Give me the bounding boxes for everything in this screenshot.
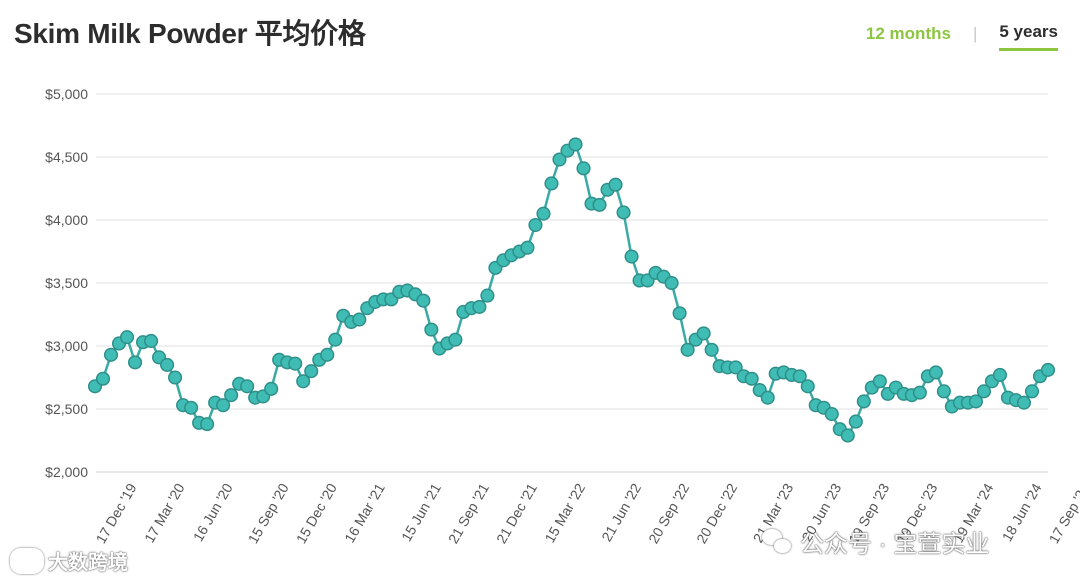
x-tick-label: 21 Sep '21 — [445, 480, 492, 546]
data-point[interactable] — [448, 332, 463, 347]
data-point[interactable] — [168, 370, 183, 385]
watermark-logo-icon — [10, 547, 44, 574]
data-point[interactable] — [119, 330, 135, 345]
x-tick-label: 20 Dec '22 — [693, 480, 740, 546]
data-point[interactable] — [848, 414, 863, 429]
y-tick-label: $3,500 — [45, 275, 88, 291]
y-tick-label: $4,000 — [45, 212, 88, 228]
data-point[interactable] — [856, 394, 871, 409]
x-tick-label: 17 Mar '20 — [141, 480, 188, 545]
data-point[interactable] — [520, 240, 535, 255]
x-tick-label: 21 Dec '21 — [493, 480, 540, 546]
x-tick-label: 16 Mar '21 — [341, 480, 388, 545]
data-point[interactable] — [728, 360, 743, 375]
y-tick-label: $4,500 — [45, 149, 88, 165]
x-tick-label: 15 Jun '21 — [398, 480, 444, 544]
y-tick-label: $5,000 — [45, 86, 88, 102]
data-point[interactable] — [704, 342, 719, 357]
tab-separator: | — [972, 23, 978, 43]
data-point[interactable] — [1024, 384, 1040, 399]
data-point[interactable] — [992, 367, 1007, 383]
data-point[interactable] — [328, 332, 343, 347]
data-point[interactable] — [1040, 362, 1056, 377]
data-point[interactable] — [592, 197, 607, 212]
data-point[interactable] — [416, 293, 431, 308]
data-point[interactable] — [696, 326, 711, 341]
data-point[interactable] — [744, 371, 759, 386]
data-point[interactable] — [528, 217, 543, 233]
data-point[interactable] — [296, 374, 311, 389]
y-tick-label: $2,500 — [45, 401, 88, 417]
data-point[interactable] — [160, 357, 175, 372]
watermark-right: 公众号 · 宝萱实业 — [762, 524, 989, 559]
y-tick-label: $3,000 — [45, 338, 88, 354]
data-point[interactable] — [95, 371, 111, 386]
data-point[interactable] — [127, 355, 143, 370]
data-point[interactable] — [352, 312, 367, 327]
data-point[interactable] — [872, 374, 887, 389]
x-tick-label: 17 Sep '24 — [1046, 480, 1080, 546]
data-point[interactable] — [240, 379, 255, 394]
watermark-left-text: 大数跨境 — [48, 552, 128, 574]
data-point[interactable] — [968, 394, 983, 409]
data-point[interactable] — [792, 369, 807, 384]
data-point[interactable] — [672, 306, 687, 321]
data-point[interactable] — [144, 333, 159, 349]
data-point[interactable] — [936, 384, 951, 399]
data-point[interactable] — [224, 388, 239, 403]
x-tick-label: 15 Sep '20 — [245, 480, 292, 546]
tab-12-months[interactable]: 12 months — [865, 23, 951, 43]
y-tick-label: $2,000 — [45, 464, 88, 480]
x-tick-label: 16 Jun '20 — [190, 480, 236, 544]
data-point[interactable] — [840, 428, 855, 443]
data-point[interactable] — [536, 206, 551, 221]
data-point[interactable] — [576, 161, 591, 176]
watermark-right-text: 公众号 · 宝萱实业 — [800, 531, 990, 558]
wechat-icon — [762, 528, 792, 555]
data-point[interactable] — [568, 137, 583, 152]
data-point[interactable] — [912, 385, 927, 400]
data-point[interactable] — [552, 152, 567, 167]
x-tick-label: 21 Jun '22 — [598, 480, 644, 544]
x-tick-label: 18 Jun '24 — [999, 480, 1045, 544]
data-point[interactable] — [800, 379, 815, 394]
grid-lines — [96, 93, 1048, 473]
data-point[interactable] — [680, 342, 695, 357]
data-point[interactable] — [320, 347, 335, 362]
watermark-left: 大数跨境 — [10, 546, 128, 575]
data-point[interactable] — [304, 364, 319, 379]
data-point[interactable] — [264, 381, 279, 396]
data-point[interactable] — [103, 347, 119, 362]
data-point[interactable] — [976, 384, 991, 399]
chart-title: Skim Milk Powder 平均价格 — [14, 18, 366, 49]
data-point[interactable] — [472, 299, 487, 314]
data-point[interactable] — [216, 398, 231, 413]
tab-5-years[interactable]: 5 years — [999, 22, 1058, 51]
data-point[interactable] — [760, 390, 775, 405]
data-point[interactable] — [544, 176, 559, 191]
data-point[interactable] — [824, 406, 839, 422]
data-point[interactable] — [616, 205, 631, 220]
data-point[interactable] — [664, 275, 679, 291]
x-tick-label: 17 Dec '19 — [93, 480, 140, 546]
data-point[interactable] — [480, 288, 495, 303]
data-point[interactable] — [624, 249, 639, 264]
x-tick-label: 20 Sep '22 — [645, 480, 692, 546]
x-tick-label: 15 Mar '22 — [541, 480, 588, 545]
data-point[interactable] — [288, 356, 303, 371]
data-point[interactable] — [184, 400, 199, 415]
data-point[interactable] — [200, 417, 215, 432]
x-tick-label: 15 Dec '20 — [293, 480, 340, 546]
series-points — [87, 137, 1056, 443]
data-point[interactable] — [608, 177, 623, 192]
data-point[interactable] — [424, 322, 439, 337]
y-axis-labels: $2,000 $2,500 $3,000 $3,500 $4,000 $4,500 $5,0… — [45, 86, 88, 480]
data-point[interactable] — [1016, 395, 1032, 410]
data-point[interactable] — [928, 365, 943, 380]
range-tabs: 12 months | 5 years — [866, 22, 1058, 51]
